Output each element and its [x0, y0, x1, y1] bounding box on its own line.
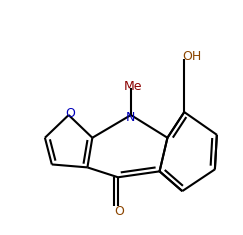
- Text: Me: Me: [124, 80, 142, 93]
- Text: OH: OH: [182, 50, 202, 63]
- Text: N: N: [126, 110, 136, 124]
- Text: O: O: [114, 205, 124, 218]
- Text: O: O: [66, 106, 76, 120]
